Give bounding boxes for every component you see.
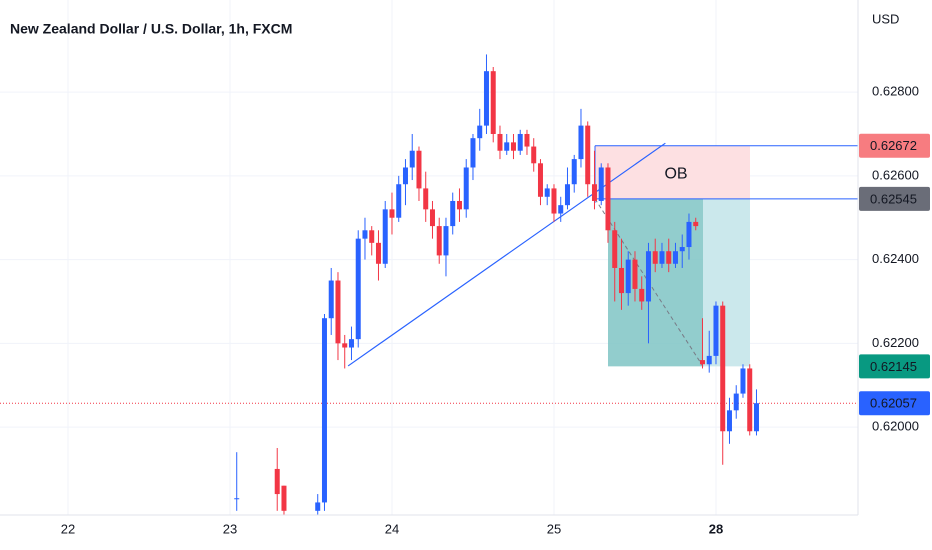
y-tick-label: 0.62800 — [872, 84, 919, 99]
candle-body — [524, 133, 530, 147]
candle-body — [234, 498, 240, 500]
candle-body — [409, 150, 415, 168]
candle-body — [720, 305, 726, 432]
candle-body — [321, 318, 327, 503]
candle-body — [551, 188, 557, 214]
candle-body — [375, 242, 381, 264]
candle-body — [666, 251, 672, 264]
axes: 0.62000 0.62200 0.62400 0.62600 0.62800 22 23 2… — [0, 0, 930, 536]
candle-body — [578, 125, 584, 160]
candle-body — [510, 142, 516, 151]
candle-body — [726, 410, 732, 432]
candle-body — [490, 71, 496, 134]
y-axis-label: USD — [872, 11, 899, 26]
candles — [234, 54, 759, 515]
candle-body — [477, 125, 483, 139]
candle-body — [564, 184, 570, 206]
price-label: 0.62545 — [870, 191, 917, 206]
candle-body — [598, 167, 604, 201]
candle-body — [429, 209, 435, 227]
trendline — [347, 142, 666, 367]
candle-body — [605, 167, 611, 231]
zone-label: OB — [664, 166, 687, 183]
candle-body — [396, 184, 402, 218]
candle-body — [706, 355, 712, 365]
candle-body — [733, 393, 739, 411]
candle-body — [328, 280, 334, 319]
candle-body — [348, 339, 354, 348]
candle-body — [483, 71, 489, 126]
candle-body — [443, 226, 449, 256]
price-label-box — [859, 186, 930, 211]
candle-body — [571, 159, 577, 185]
candle-body — [645, 251, 651, 302]
candle-body — [612, 230, 618, 268]
ob-zone — [595, 145, 750, 199]
candle-body — [402, 167, 408, 185]
candle-body — [517, 133, 523, 151]
candle-body — [504, 142, 510, 151]
candle-body — [355, 238, 361, 340]
candle-body — [753, 403, 759, 432]
candle-body — [537, 163, 543, 197]
candle-body — [639, 288, 645, 302]
candle-body — [747, 368, 753, 432]
candle-body — [585, 125, 591, 185]
y-tick-label: 0.62600 — [872, 167, 919, 182]
candle-body — [679, 247, 685, 252]
candle-body — [531, 146, 537, 164]
price-label-box — [859, 354, 930, 379]
candle-body — [362, 230, 368, 239]
price-label: 0.62145 — [870, 359, 917, 374]
candle-body — [591, 184, 597, 201]
candle-body — [369, 230, 375, 243]
y-tick-label: 0.62400 — [872, 251, 919, 266]
price-label-box — [859, 391, 930, 416]
candle-body — [699, 360, 705, 365]
candle-body — [740, 368, 746, 394]
candle-body — [281, 485, 287, 511]
y-tick-label: 0.62000 — [872, 419, 919, 434]
candle-body — [423, 188, 429, 210]
x-tick-label: 28 — [709, 521, 723, 536]
price-label: 0.62672 — [870, 138, 917, 153]
candle-body — [632, 259, 638, 289]
x-tick-label: 24 — [385, 521, 399, 536]
candle-body — [713, 305, 719, 356]
price-label: 0.62057 — [870, 396, 917, 411]
candle-body — [625, 259, 631, 294]
position-zone-ext — [703, 198, 750, 367]
candle-body — [672, 251, 678, 264]
candle-body — [335, 280, 341, 344]
y-tick-label: 0.62200 — [872, 335, 919, 350]
grid — [0, 0, 858, 515]
candle-body — [436, 226, 442, 256]
candle-body — [315, 502, 321, 511]
price-label-box — [859, 133, 930, 158]
candle-body — [342, 343, 348, 348]
candle-body — [686, 221, 692, 248]
candle-body — [558, 205, 564, 214]
candle-body — [497, 133, 503, 151]
candle-body — [382, 209, 388, 264]
candle-body — [544, 188, 550, 197]
candle-body — [463, 167, 469, 210]
x-tick-label: 22 — [61, 521, 75, 536]
candle-body — [470, 138, 476, 168]
candle-body — [450, 200, 456, 227]
candle-body — [274, 468, 280, 495]
chart-title: New Zealand Dollar / U.S. Dollar, 1h, FX… — [10, 21, 292, 37]
candle-body — [618, 267, 624, 294]
x-tick-label: 23 — [223, 521, 237, 536]
candle-body — [456, 200, 462, 210]
candle-body — [693, 221, 699, 227]
candle-body — [389, 209, 395, 218]
candle-body — [659, 251, 665, 264]
candle-body — [652, 251, 658, 264]
candle-body — [416, 150, 422, 189]
x-tick-label: 25 — [547, 521, 561, 536]
